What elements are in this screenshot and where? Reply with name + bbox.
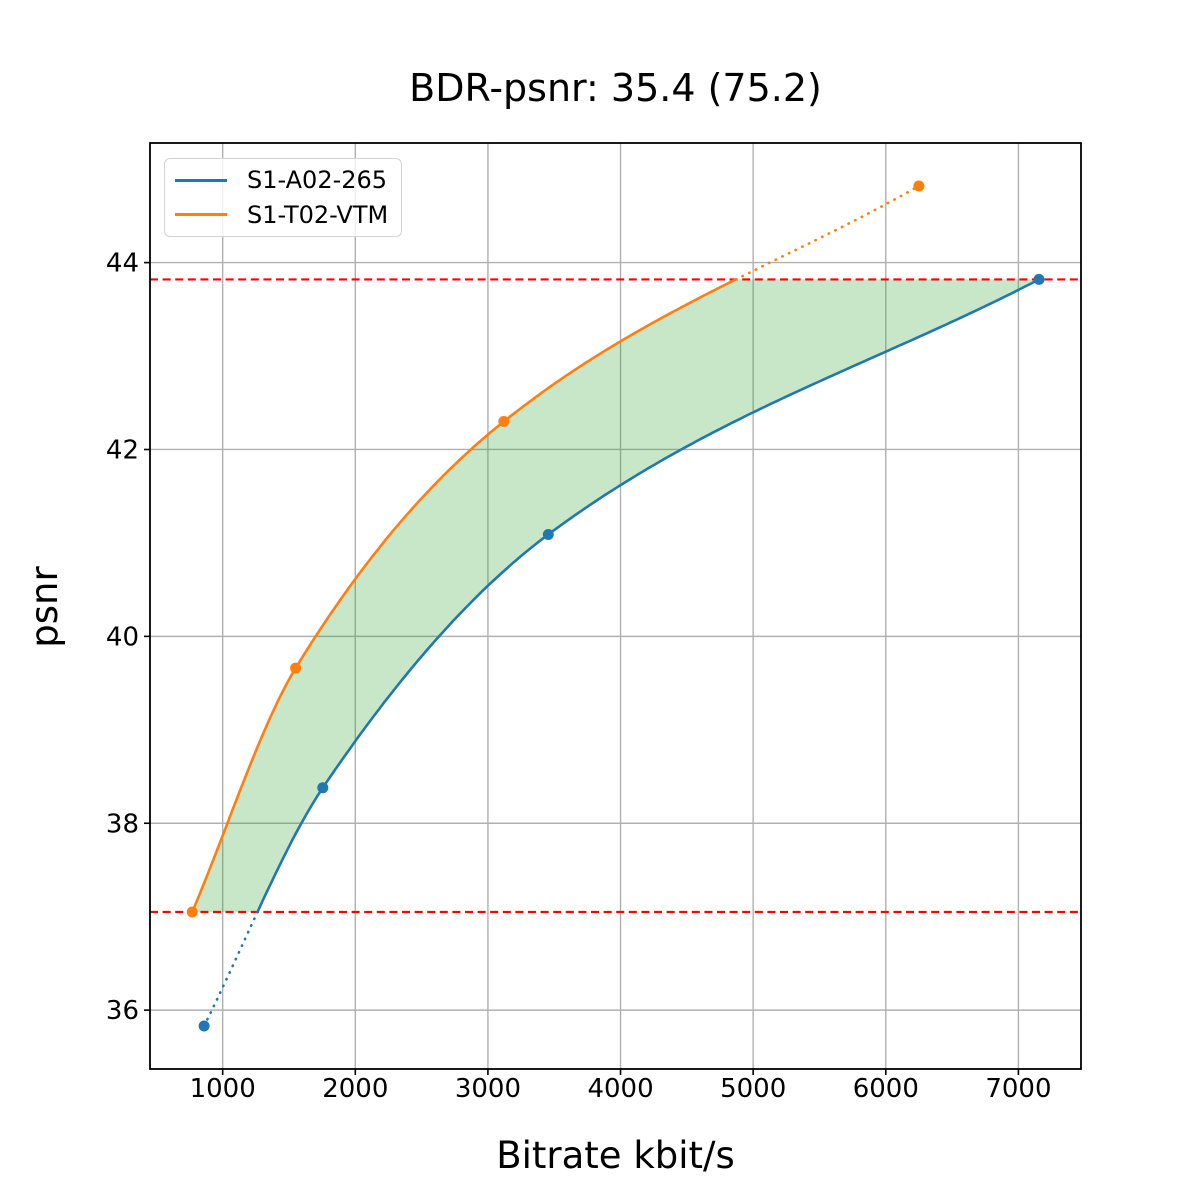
legend-line-sample-orange — [175, 213, 227, 217]
plot-border — [149, 142, 1082, 1070]
x-tick-label: 1000 — [190, 1074, 256, 1104]
bd-fill-region — [192, 279, 1039, 912]
x-tick-label: 4000 — [587, 1074, 653, 1104]
series-line-s1-t02-vtm-dotted — [734, 184, 921, 281]
series-line-s1-t02-vtm-solid — [190, 278, 738, 914]
data-point-s1-a02-265 — [1033, 273, 1045, 285]
legend-line-sample-blue — [175, 178, 227, 182]
y-tick-label: 40 — [106, 622, 139, 652]
data-point-s1-a02-265 — [542, 529, 554, 540]
series-line-s1-a02-265-dotted — [202, 910, 259, 1028]
y-tick-label: 36 — [106, 996, 139, 1026]
x-tick-label: 2000 — [322, 1074, 388, 1104]
data-point-s1-t02-vtm — [186, 906, 198, 918]
y-tick-label: 42 — [106, 435, 139, 465]
data-point-s1-t02-vtm — [913, 180, 925, 192]
x-axis-label: Bitrate kbit/s — [496, 1134, 735, 1177]
x-tick-label: 3000 — [455, 1074, 521, 1104]
legend-label-s1-a02-265: S1-A02-265 — [247, 166, 388, 195]
x-tick-label: 7000 — [985, 1074, 1051, 1104]
data-point-s1-a02-265 — [317, 782, 329, 794]
legend: S1-A02-265 S1-T02-VTM — [164, 158, 402, 237]
series-line-s1-a02-265-solid — [256, 278, 1041, 914]
legend-item-s1-a02-265: S1-A02-265 — [165, 166, 401, 194]
data-point-s1-t02-vtm — [290, 662, 302, 674]
y-tick-label: 38 — [106, 809, 139, 839]
data-point-s1-a02-265 — [198, 1020, 210, 1032]
legend-label-s1-t02-vtm: S1-T02-VTM — [247, 200, 389, 229]
x-tick-label: 6000 — [853, 1074, 919, 1104]
legend-item-s1-t02-vtm: S1-T02-VTM — [165, 201, 401, 229]
y-axis-label: psnr — [23, 566, 66, 648]
data-point-s1-t02-vtm — [498, 416, 510, 427]
y-tick-label: 44 — [106, 249, 139, 279]
chart-title: BDR-psnr: 35.4 (75.2) — [409, 66, 822, 110]
x-tick-label: 5000 — [720, 1074, 786, 1104]
